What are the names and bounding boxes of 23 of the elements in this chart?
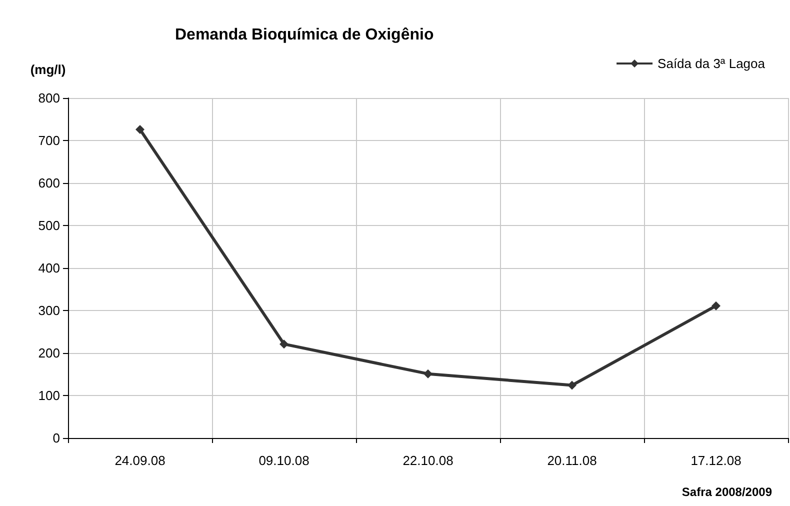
x-tick-label: 22.10.08 <box>402 453 454 468</box>
y-tick-label: 0 <box>52 430 60 446</box>
y-tick-label: 500 <box>38 218 60 233</box>
y-axis-title: (mg/l) <box>30 62 66 77</box>
y-tick-label: 600 <box>38 176 60 190</box>
chart-title: Demanda Bioquímica de Oxigênio <box>175 26 434 44</box>
x-tick-label: 24.09.08 <box>114 453 166 468</box>
x-tick-label: 09.10.08 <box>258 453 310 468</box>
point <box>568 380 576 390</box>
point <box>280 340 288 349</box>
y-tick-label: 100 <box>38 388 60 403</box>
x-tick-label: 17.12.08 <box>690 453 742 468</box>
y-tick-label: 300 <box>38 303 60 318</box>
legend-label: Saída da 3ª Lagoa <box>658 56 766 71</box>
y-tick-label: 400 <box>38 260 60 276</box>
point <box>136 124 144 134</box>
x-tick-label: 20.11.08 <box>547 453 597 468</box>
y-tick-label: 800 <box>38 90 60 106</box>
point <box>712 301 720 310</box>
text: Safra 2008/2009 <box>682 485 772 499</box>
y-tick-label: 200 <box>38 346 60 360</box>
point <box>424 369 432 378</box>
y-tick-label: 700 <box>38 133 60 148</box>
